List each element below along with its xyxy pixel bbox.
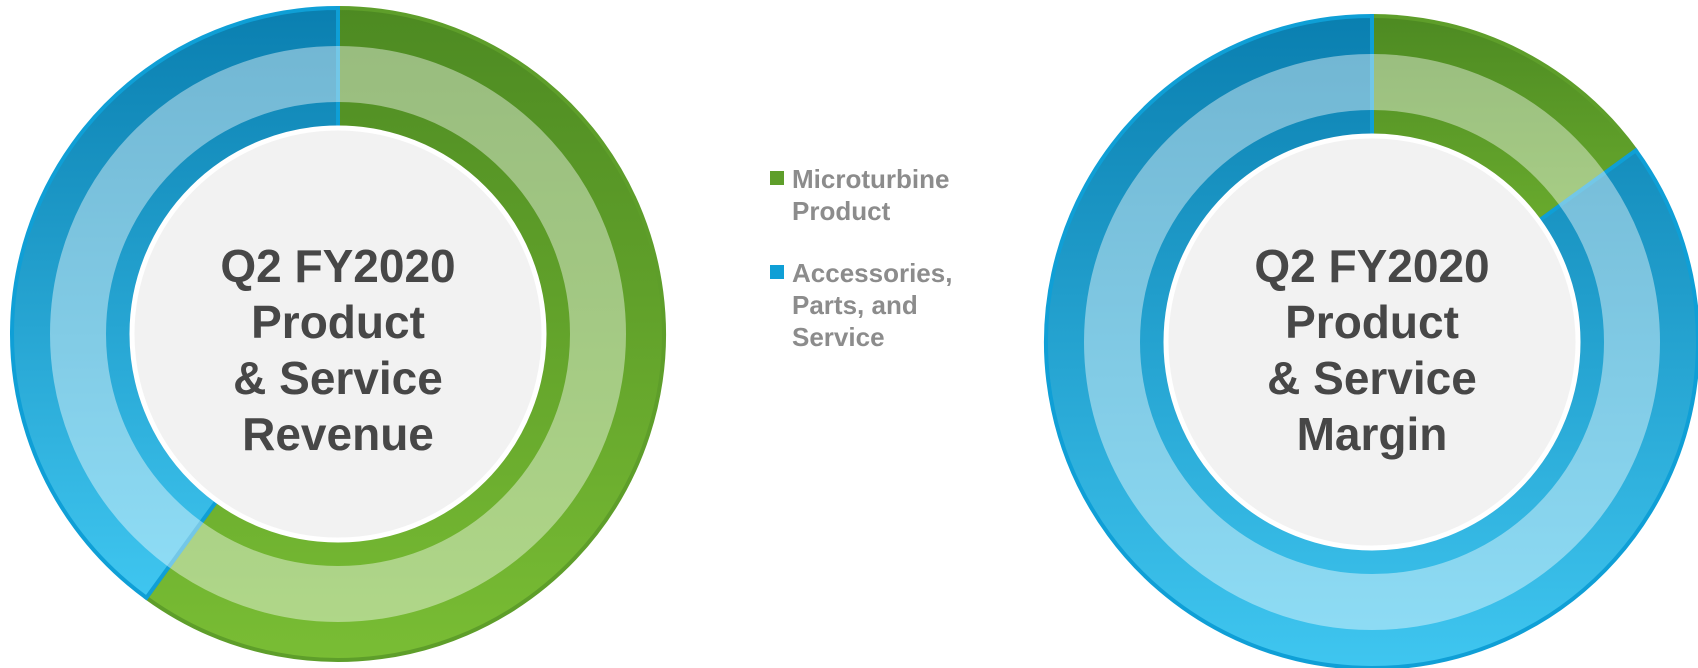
margin-donut-chart: Q2 FY2020 Product & Service Margin xyxy=(1030,0,1698,668)
revenue-title-line-1: Q2 FY2020 xyxy=(220,240,455,292)
legend-swatch-blue xyxy=(770,265,784,279)
margin-title-line-4: Margin xyxy=(1297,408,1448,460)
margin-donut-svg: Q2 FY2020 Product & Service Margin xyxy=(1044,13,1698,668)
revenue-donut-svg: Q2 FY2020 Product & Service Revenue xyxy=(10,5,666,662)
legend-item-accessories: Accessories, Parts, and Service xyxy=(770,257,1000,353)
margin-title-line-1: Q2 FY2020 xyxy=(1254,240,1489,292)
legend-swatch-green xyxy=(770,171,784,185)
margin-center-disc xyxy=(1163,133,1581,551)
revenue-inner-ring xyxy=(50,46,626,622)
legend: Microturbine Product Accessories, Parts,… xyxy=(770,163,1000,383)
revenue-title-line-2: Product xyxy=(251,296,425,348)
margin-title-line-3: & Service xyxy=(1267,352,1477,404)
margin-title-line-2: Product xyxy=(1285,296,1459,348)
revenue-title-line-3: & Service xyxy=(233,352,443,404)
revenue-donut-chart: Q2 FY2020 Product & Service Revenue xyxy=(0,0,680,668)
revenue-center-disc xyxy=(129,125,547,543)
legend-label-accessories: Accessories, Parts, and Service xyxy=(792,258,953,352)
revenue-title-line-4: Revenue xyxy=(242,408,434,460)
legend-label-microturbine: Microturbine Product xyxy=(792,164,950,226)
legend-item-microturbine: Microturbine Product xyxy=(770,163,1000,227)
margin-inner-ring xyxy=(1084,54,1660,630)
